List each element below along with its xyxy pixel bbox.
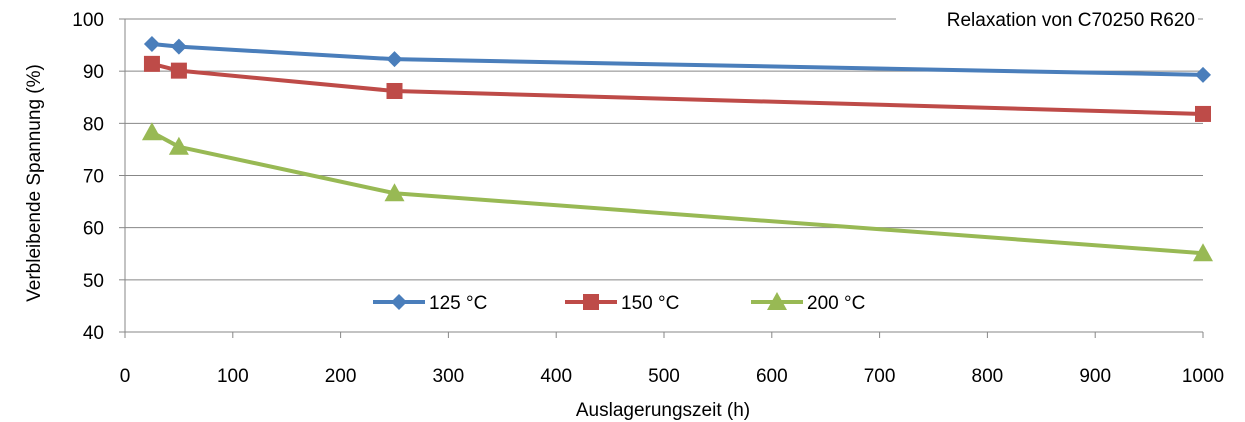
data-point-2-1 [168,136,189,155]
x-axis-title: Auslagerungszeit (h) [576,400,750,421]
legend-label: 200 °C [807,293,865,314]
x-tick-label-0: 0 [120,366,131,387]
legend-label: 150 °C [621,293,679,314]
data-point-0-2 [386,51,403,68]
data-point-0-0 [143,36,160,53]
series-0 [143,36,1211,83]
legend-swatch-marker [767,292,787,310]
y-tick-label-50: 50 [83,271,104,292]
data-point-2-0 [141,122,162,141]
series-1 [143,55,1211,122]
x-tick-label-400: 400 [540,366,572,387]
data-point-0-1 [170,38,187,55]
data-point-1-0 [143,55,160,72]
legend-label: 125 °C [429,293,487,314]
y-tick-label-80: 80 [83,114,104,135]
y-tick-label-100: 100 [72,10,104,31]
x-tick-label-800: 800 [972,366,1004,387]
x-tick-label-1000: 1000 [1182,366,1224,387]
x-tick-label-200: 200 [325,366,357,387]
data-point-2-2 [384,183,405,202]
y-tick-label-90: 90 [83,62,104,83]
data-point-1-3 [1195,105,1211,122]
x-tick-label-700: 700 [864,366,896,387]
series-layer [141,36,1213,262]
y-axis-title: Verbleibende Spannung (%) [24,64,45,302]
chart-title: Relaxation von C70250 R620 [947,10,1195,31]
label-layer: Relaxation von C70250 R620 Auslagerungsz… [24,4,1198,421]
legend-item-0: 125 °C [373,293,487,314]
y-tick-label-60: 60 [83,219,104,240]
legend-item-2: 200 °C [751,292,865,314]
legend-swatch-marker [583,294,599,310]
x-tick-label-900: 900 [1079,366,1111,387]
x-tick-label-600: 600 [756,366,788,387]
series-2 [141,122,1213,262]
series-line-0 [149,42,1205,77]
y-tick-label-40: 40 [83,323,104,344]
data-point-1-1 [170,62,187,79]
legend-swatch-marker [391,294,407,310]
chart-title-background [896,4,1198,34]
data-point-0-3 [1195,66,1211,83]
x-tick-label-100: 100 [217,366,249,387]
legend-item-1: 150 °C [565,293,679,314]
legend: 125 °C 150 °C 200 °C [373,292,865,314]
series-line-1 [149,61,1205,116]
data-point-2-3 [1193,243,1213,262]
series-line-2 [149,130,1205,256]
data-point-1-2 [386,82,403,99]
x-tick-label-300: 300 [433,366,465,387]
x-tick-label-500: 500 [648,366,680,387]
y-tick-label-70: 70 [83,167,104,188]
